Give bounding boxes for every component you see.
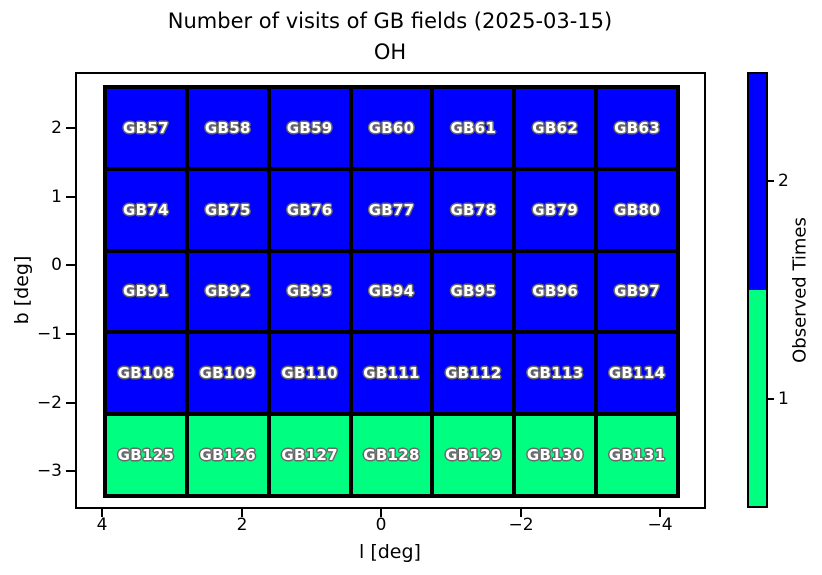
heatmap-cell-gb62: GB62 [516, 89, 595, 167]
heatmap-cell-gb125: GB125 [107, 416, 185, 494]
heatmap-cell-gb74: GB74 [107, 170, 185, 249]
plot-area-frame [75, 72, 706, 509]
y-tick-mark [66, 127, 75, 129]
heatmap-cell-gb75: GB75 [188, 170, 267, 249]
y-tick-label: −2 [36, 393, 62, 413]
heatmap-cell-gb57: GB57 [107, 89, 185, 167]
x-tick-label: 0 [375, 515, 387, 535]
y-tick-label: 0 [51, 255, 62, 275]
heatmap-cell-gb59: GB59 [270, 89, 349, 167]
heatmap-cell-gb79: GB79 [516, 170, 595, 249]
x-tick-label: −4 [647, 515, 673, 535]
y-tick-mark [66, 470, 75, 472]
heatmap-cell-gb127: GB127 [270, 416, 349, 494]
heatmap-cell-gb129: GB129 [434, 416, 513, 494]
colorbar-tick-label: 1 [778, 389, 789, 409]
x-tick-label: −2 [508, 515, 534, 535]
heatmap-cell-gb110: GB110 [270, 334, 349, 413]
colorbar-label: Observed Times [789, 217, 811, 363]
heatmap-cell-gb61: GB61 [434, 89, 513, 167]
heatmap-cell-gb77: GB77 [352, 170, 431, 249]
colorbar-segment [749, 290, 766, 506]
chart-title-line2: OH [373, 40, 407, 64]
x-tick-mark [380, 509, 382, 517]
chart-title: Number of visits of GB fields (2025-03-1… [168, 6, 612, 68]
heatmap-cell-gb130: GB130 [516, 416, 595, 494]
y-tick-mark [66, 402, 75, 404]
heatmap-cell-gb95: GB95 [434, 252, 513, 331]
heatmap-cell-gb97: GB97 [598, 252, 676, 331]
heatmap-cell-gb109: GB109 [188, 334, 267, 413]
x-tick-mark [101, 509, 103, 517]
y-tick-mark [66, 196, 75, 198]
heatmap-cell-gb108: GB108 [107, 334, 185, 413]
heatmap-cell-gb94: GB94 [352, 252, 431, 331]
heatmap-cell-gb126: GB126 [188, 416, 267, 494]
heatmap-cell-gb128: GB128 [352, 416, 431, 494]
x-axis-label: l [deg] [359, 541, 421, 563]
y-tick-label: −1 [36, 324, 62, 344]
heatmap-cell-gb96: GB96 [516, 252, 595, 331]
heatmap-cell-gb92: GB92 [188, 252, 267, 331]
colorbar-tick-mark [768, 180, 774, 182]
y-tick-label: 2 [51, 118, 62, 138]
y-tick-mark [66, 264, 75, 266]
heatmap-cell-gb63: GB63 [598, 89, 676, 167]
heatmap-cell-gb76: GB76 [270, 170, 349, 249]
x-tick-mark [241, 509, 243, 517]
y-tick-mark [66, 333, 75, 335]
heatmap-cell-gb114: GB114 [598, 334, 676, 413]
colorbar-tick-label: 2 [778, 171, 789, 191]
heatmap-cell-gb112: GB112 [434, 334, 513, 413]
heatmap-cell-gb91: GB91 [107, 252, 185, 331]
y-axis-label: b [deg] [11, 255, 33, 325]
colorbar [747, 72, 768, 508]
heatmap-cell-gb93: GB93 [270, 252, 349, 331]
colorbar-tick-mark [768, 398, 774, 400]
colorbar-segment [749, 74, 766, 290]
y-tick-label: −3 [36, 461, 62, 481]
heatmap-cell-gb58: GB58 [188, 89, 267, 167]
heatmap-grid: GB57 GB58 GB59 GB60 GB61 GB62 GB63 GB74 GB75 GB76… [103, 85, 680, 498]
x-tick-label: 2 [236, 515, 248, 535]
y-tick-label: 1 [51, 187, 62, 207]
heatmap-cell-gb131: GB131 [598, 416, 676, 494]
x-tick-mark [659, 509, 661, 517]
heatmap-cell-gb80: GB80 [598, 170, 676, 249]
heatmap-cell-gb60: GB60 [352, 89, 431, 167]
heatmap-cell-gb111: GB111 [352, 334, 431, 413]
chart-title-line1: Number of visits of GB fields (2025-03-1… [167, 9, 613, 33]
x-tick-label: 4 [96, 515, 108, 535]
heatmap-cell-gb113: GB113 [516, 334, 595, 413]
heatmap-cell-gb78: GB78 [434, 170, 513, 249]
x-tick-mark [520, 509, 522, 517]
